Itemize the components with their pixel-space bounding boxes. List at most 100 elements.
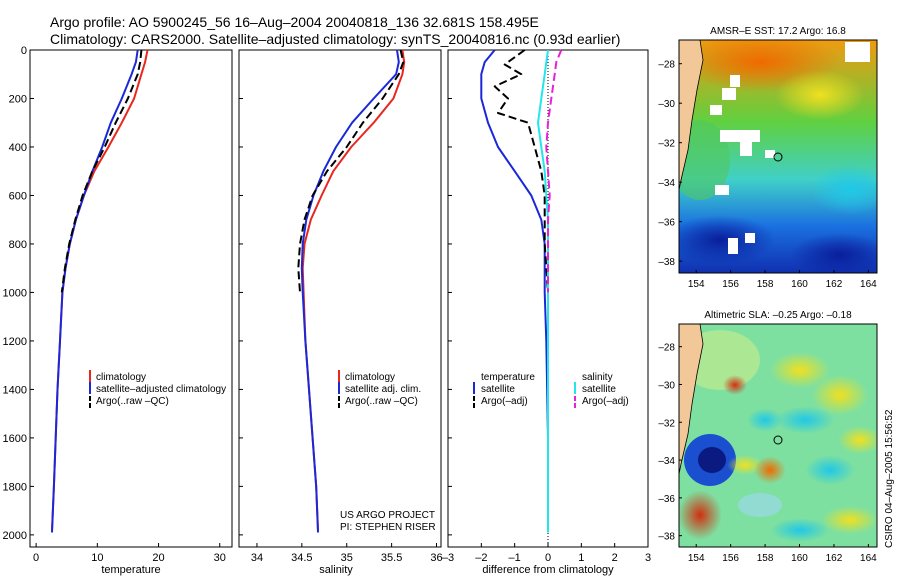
series-line-salinity-argo-adj [545, 49, 563, 293]
salinity-lines [297, 49, 406, 533]
difference-lines [480, 49, 563, 533]
series-line-salinity-satellite [537, 49, 549, 533]
salinity-panel: 34 34.5 35 35.5 36 salinity climatology sate… [238, 49, 443, 576]
project-credit-line-2: PI: STEPHEN RISER [340, 522, 436, 533]
x-tick-label: 2 [612, 552, 618, 564]
map-y-tick-label: –34 [658, 456, 675, 467]
x-tick-label: 30 [214, 552, 226, 564]
sst-x-ticks: 154 156 158 160 162 164 [688, 270, 877, 290]
sst-map-title: AMSR–E SST: 17.2 Argo: 16.8 [710, 26, 846, 37]
map-y-tick-label: –30 [658, 99, 675, 110]
y-tick-label: 0 [21, 45, 27, 57]
difference-panel: –3 –2 –1 0 1 2 3 difference from climatology t… [442, 49, 651, 576]
map-x-tick-label: 156 [722, 553, 739, 564]
legend-label-temp-argo: Argo(–adj) [481, 396, 528, 407]
series-line-temperature-satellite [480, 49, 549, 533]
sst-map-frame [678, 39, 878, 274]
legend-label-sal-argo: Argo(–adj) [582, 396, 629, 407]
sla-y-ticks: –28 –30 –32 –34 –36 –38 [658, 343, 682, 543]
temperature-lines [51, 49, 149, 533]
difference-x-label: difference from climatology [482, 564, 614, 576]
x-tick-label: 35.5 [381, 552, 402, 564]
sla-map-frame [678, 323, 878, 548]
sla-map-title: Altimetric SLA: –0.25 Argo: –0.18 [704, 310, 852, 321]
y-tick-label: 1800 [3, 481, 27, 493]
series-line-argo-raw-qc [60, 49, 143, 293]
x-tick-label: 0 [33, 552, 39, 564]
y-tick-label: 400 [9, 142, 27, 154]
map-x-tick-label: 164 [860, 279, 877, 290]
x-tick-label: 3 [645, 552, 651, 564]
legend-label-argo: Argo(..raw –QC) [345, 396, 418, 407]
legend-heading-salinity: salinity [582, 372, 613, 383]
salinity-x-label: salinity [319, 564, 353, 576]
temperature-y-ticks: 0 200 400 600 800 1000 1200 1400 1600 1800 2000 [3, 45, 34, 542]
x-tick-label: 35 [341, 552, 353, 564]
x-tick-label: 20 [152, 552, 164, 564]
salinity-axes-box [238, 49, 442, 548]
legend-label-sal-satellite: satellite [582, 384, 616, 395]
map-y-tick-label: –38 [658, 257, 675, 268]
series-line-argo-raw-qc [297, 49, 405, 293]
header-line-2: Climatology: CARS2000. Satellite–adjuste… [50, 31, 620, 47]
difference-legend-right: salinity satellite Argo(–adj) [574, 372, 629, 408]
header-line-1: Argo profile: AO 5900245_56 16–Aug–2004 … [50, 14, 539, 30]
legend-label-satellite: satellite–adjusted climatology [96, 384, 226, 395]
sla-profile-marker [773, 435, 783, 445]
temperature-panel: 0 200 400 600 800 1000 1200 1400 1600 1800 2000 0 1… [3, 45, 233, 576]
project-credit-line-1: US ARGO PROJECT [340, 510, 435, 521]
series-line-satellite-adj-clim [300, 49, 400, 533]
map-y-tick-label: –28 [658, 343, 675, 354]
salinity-legend: climatology satellite adj. clim. Argo(..… [338, 370, 421, 408]
legend-heading-temperature: temperature [481, 372, 535, 383]
x-tick-label: 36 [430, 552, 442, 564]
legend-label-argo: Argo(..raw –QC) [96, 396, 169, 407]
series-line-temperature-argo-adj [493, 49, 549, 293]
y-tick-label: 1000 [3, 287, 27, 299]
temperature-x-ticks: 0 10 20 30 [33, 543, 226, 564]
y-tick-label: 1200 [3, 336, 27, 348]
sla-field [679, 324, 877, 547]
sla-x-ticks: 154 156 158 160 162 164 [688, 544, 877, 564]
map-y-tick-label: –34 [658, 178, 675, 189]
x-tick-label: 34 [251, 552, 263, 564]
map-y-tick-label: –36 [658, 218, 675, 229]
map-x-tick-label: 160 [791, 553, 808, 564]
y-tick-label: 200 [9, 93, 27, 105]
x-tick-label: 34.5 [291, 552, 312, 564]
salinity-x-ticks: 34 34.5 35 35.5 36 [239, 49, 443, 564]
temperature-x-label: temperature [101, 564, 160, 576]
series-line-satellite-adjusted-climatology [51, 49, 139, 533]
x-tick-label: –3 [442, 552, 454, 564]
y-tick-label: 1400 [3, 384, 27, 396]
map-y-tick-label: –32 [658, 418, 675, 429]
map-y-tick-label: –38 [658, 532, 675, 543]
x-tick-label: 1 [578, 552, 584, 564]
sst-y-ticks: –28 –30 –32 –34 –36 –38 [658, 60, 682, 268]
sst-field [679, 40, 877, 273]
legend-label-temp-satellite: satellite [481, 384, 515, 395]
y-tick-label: 1600 [3, 433, 27, 445]
series-line-climatology [51, 49, 149, 531]
legend-label-climatology: climatology [345, 372, 395, 383]
y-tick-label: 2000 [3, 530, 27, 542]
map-y-tick-label: –36 [658, 494, 675, 505]
legend-label-climatology: climatology [96, 372, 146, 383]
sst-map: AMSR–E SST: 17.2 Argo: 16.8 154 156 158 160… [658, 26, 878, 290]
x-tick-label: –2 [475, 552, 487, 564]
legend-label-satellite: satellite adj. clim. [345, 384, 421, 395]
map-x-tick-label: 162 [826, 553, 843, 564]
sla-map: Altimetric SLA: –0.25 Argo: –0.18 154 156… [658, 310, 878, 564]
map-x-tick-label: 156 [722, 279, 739, 290]
map-x-tick-label: 154 [688, 553, 705, 564]
map-x-tick-label: 158 [757, 279, 774, 290]
timestamp-label: CSIRO 04–Aug–2005 15:56:52 [884, 409, 895, 548]
map-x-tick-label: 162 [826, 279, 843, 290]
y-tick-label: 600 [9, 190, 27, 202]
x-tick-label: –1 [509, 552, 521, 564]
map-y-tick-label: –32 [658, 139, 675, 150]
y-tick-label: 800 [9, 239, 27, 251]
map-y-tick-label: –28 [658, 60, 675, 71]
map-x-tick-label: 158 [757, 553, 774, 564]
